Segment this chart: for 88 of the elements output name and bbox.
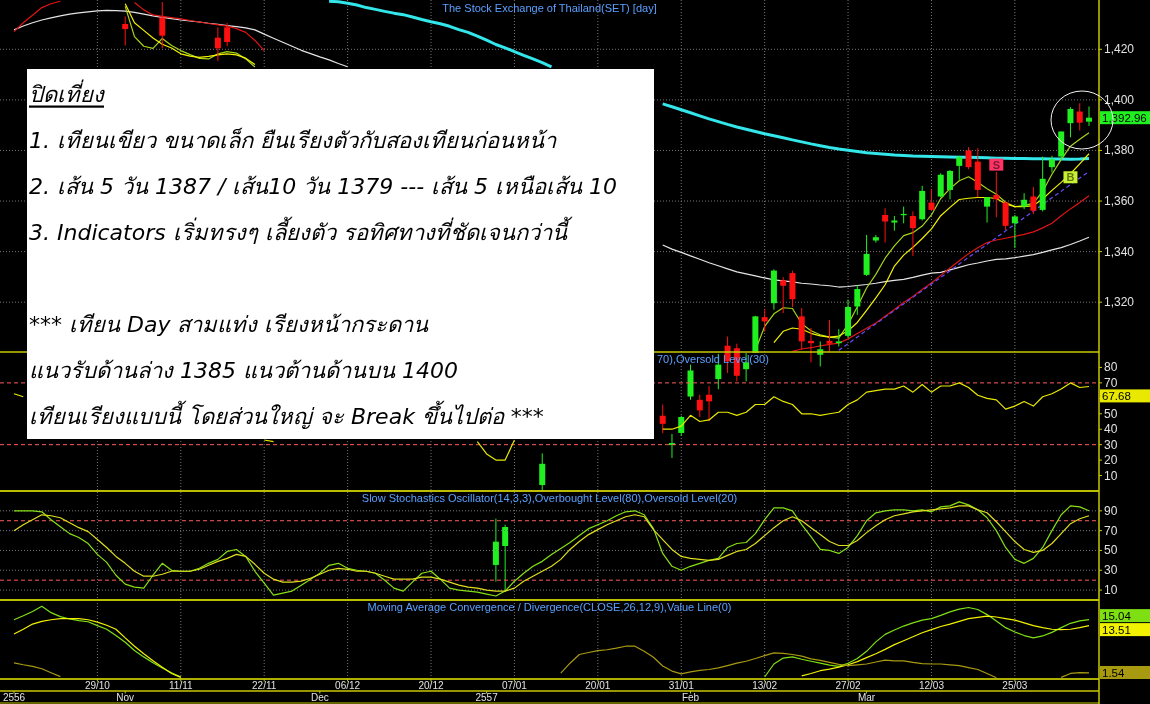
candlestick xyxy=(854,284,861,316)
chart-title: The Stock Exchange of Thailand(SET) [day] xyxy=(442,2,657,14)
candlestick xyxy=(502,524,509,592)
candlestick xyxy=(1021,192,1028,210)
data-label: S xyxy=(992,158,1000,171)
candlestick xyxy=(1086,105,1092,127)
y-tick-label: 50 xyxy=(1104,543,1118,558)
annotation: แนวรับด้านล่าง 1385 แนวต้านด้านบน 1400 xyxy=(29,357,458,383)
candlestick xyxy=(928,188,935,212)
x-tick-label: 07/01 xyxy=(501,680,528,691)
candlestick xyxy=(492,518,499,583)
line-series xyxy=(838,170,1090,351)
y-tick-label: 30 xyxy=(1104,563,1118,578)
x-tick-label: 27/02 xyxy=(835,680,861,691)
candlestick xyxy=(1048,155,1055,173)
candlestick xyxy=(1011,214,1018,249)
y-tick-label: 1,420 xyxy=(1104,42,1135,57)
y-tick-label: 80 xyxy=(1104,360,1118,375)
data-label: 67.68 xyxy=(1102,389,1131,402)
data-label: 1.54 xyxy=(1102,666,1125,679)
annotation: เทียนเรียงแบบนี้ โดยส่วนใหญ่ จะ Break ขึ้นไปต่อ *** xyxy=(29,399,544,429)
x-tick-label: 13/02 xyxy=(752,680,778,691)
candlestick xyxy=(882,207,889,244)
x-tick-label: 2556 xyxy=(2,692,26,703)
annotation: *** เทียน Day สามแท่ง เรียงหน้ากระดาน xyxy=(29,311,430,337)
candlestick xyxy=(956,155,963,181)
x-tick-label: 31/01 xyxy=(668,680,695,691)
y-tick-label: 1,380 xyxy=(1104,143,1135,158)
candlestick xyxy=(761,308,768,333)
y-tick-label: 10 xyxy=(1104,583,1118,598)
x-tick-label: 25/03 xyxy=(1002,680,1028,691)
candlestick xyxy=(1002,201,1009,231)
candlestick xyxy=(780,276,787,314)
y-tick-label: 30 xyxy=(1104,437,1118,452)
y-tick-label: 70 xyxy=(1104,375,1118,390)
candlestick xyxy=(678,415,685,437)
text: 1,392.96 xyxy=(1102,111,1147,124)
candlestick xyxy=(214,26,221,62)
y-tick-label: 20 xyxy=(1104,453,1118,468)
chart-title: Moving Average Convergence / Divergence(CLOSE,26,12,9),Value Line(0) xyxy=(367,601,732,613)
candlestick xyxy=(863,234,870,277)
x-tick-label: 2557 xyxy=(475,692,499,703)
candlestick xyxy=(1030,186,1037,215)
y-tick-label: 40 xyxy=(1104,422,1118,437)
x-tick-label: 22/11 xyxy=(252,680,277,691)
candlestick xyxy=(984,196,991,224)
annotation: 2. เส้น 5 วัน 1387 / เส้น10 วัน 1379 --- เส้น 5 เหนือเส้น 10 xyxy=(29,173,618,199)
candlestick xyxy=(993,171,1000,218)
candlestick xyxy=(706,385,713,422)
candlestick xyxy=(946,169,953,200)
candlestick xyxy=(159,1,166,49)
annotation: 3. Indicators เริ่มทรงๆ เลี้ยงตัว รอทิศทางที่ชัดเจนกว่านี้ xyxy=(29,215,573,245)
candlestick xyxy=(696,394,703,418)
x-tick-label: Dec xyxy=(310,692,329,703)
data-label: 15.04 xyxy=(1102,609,1132,622)
data-label: 13.51 xyxy=(1102,623,1131,636)
x-tick-label: Mar xyxy=(857,692,876,703)
candlestick xyxy=(1067,106,1074,138)
candlestick xyxy=(872,234,879,244)
y-tick-label: 1,320 xyxy=(1104,295,1135,310)
candlestick xyxy=(965,146,972,170)
y-tick-label: 1,340 xyxy=(1104,244,1135,259)
y-tick-label: 50 xyxy=(1104,406,1118,421)
annotation: 1. เทียนเขียว ขนาดเล็ก ยืนเรียงตัวกับสองเทียนก่อนหน้า xyxy=(29,126,557,153)
x-tick-label: 11/11 xyxy=(169,680,194,691)
candlestick xyxy=(909,210,916,257)
y-tick-label: 1,360 xyxy=(1104,194,1135,209)
x-tick-label: 06/12 xyxy=(335,680,361,691)
chart-title: Slow Stochastics Oscillator(14,3,3),Overbought Level(80),Oversold Level(20) xyxy=(361,492,738,504)
x-tick-label: Nov xyxy=(116,692,135,703)
candlestick xyxy=(1076,102,1083,131)
y-tick-label: 70 xyxy=(1104,523,1118,538)
x-tick-label: 20/01 xyxy=(585,680,611,691)
candlestick xyxy=(539,452,546,492)
candlestick xyxy=(659,404,666,434)
x-tick-label: 12/03 xyxy=(918,680,945,691)
x-tick-label: 29/10 xyxy=(84,680,111,691)
x-tick-label: Feb xyxy=(681,692,700,703)
x-tick-label: 20/12 xyxy=(418,680,444,691)
y-tick-label: 10 xyxy=(1104,468,1118,483)
annotation: ปิดเที่ยง xyxy=(29,78,106,107)
y-tick-label: 90 xyxy=(1104,503,1118,518)
candlestick xyxy=(122,15,129,47)
y-tick-label: 1,400 xyxy=(1104,92,1135,107)
candlestick xyxy=(224,22,231,47)
candlestick xyxy=(826,319,833,353)
data-label: B xyxy=(1066,171,1075,184)
candlestick xyxy=(937,172,944,198)
